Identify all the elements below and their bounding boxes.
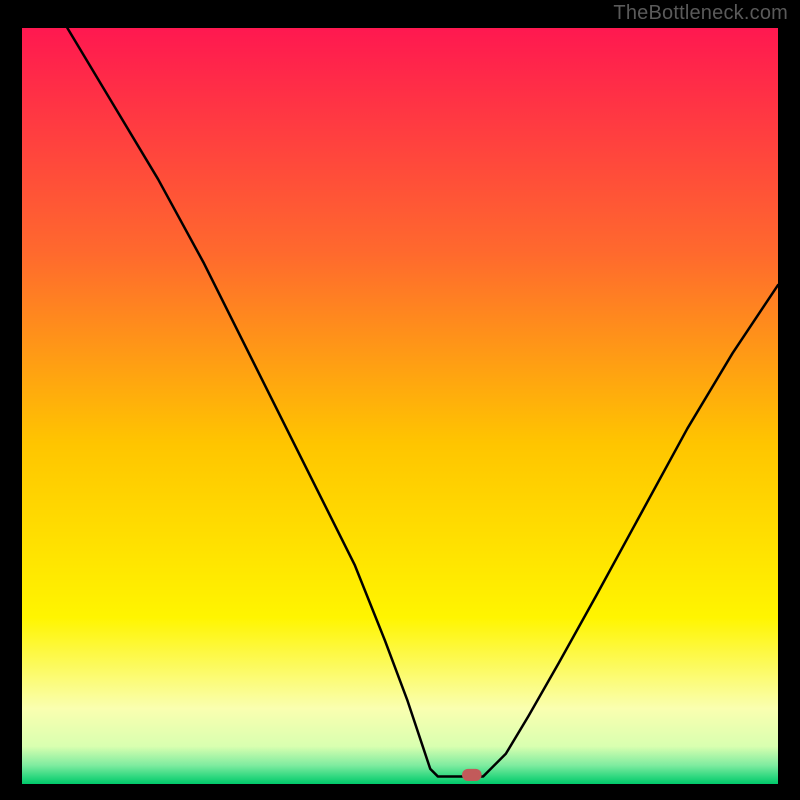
watermark-text: TheBottleneck.com xyxy=(613,2,788,25)
plot-frame xyxy=(22,28,778,784)
plot-svg xyxy=(22,28,778,784)
chart-container: TheBottleneck.com xyxy=(0,0,800,800)
minimum-marker xyxy=(462,769,482,781)
